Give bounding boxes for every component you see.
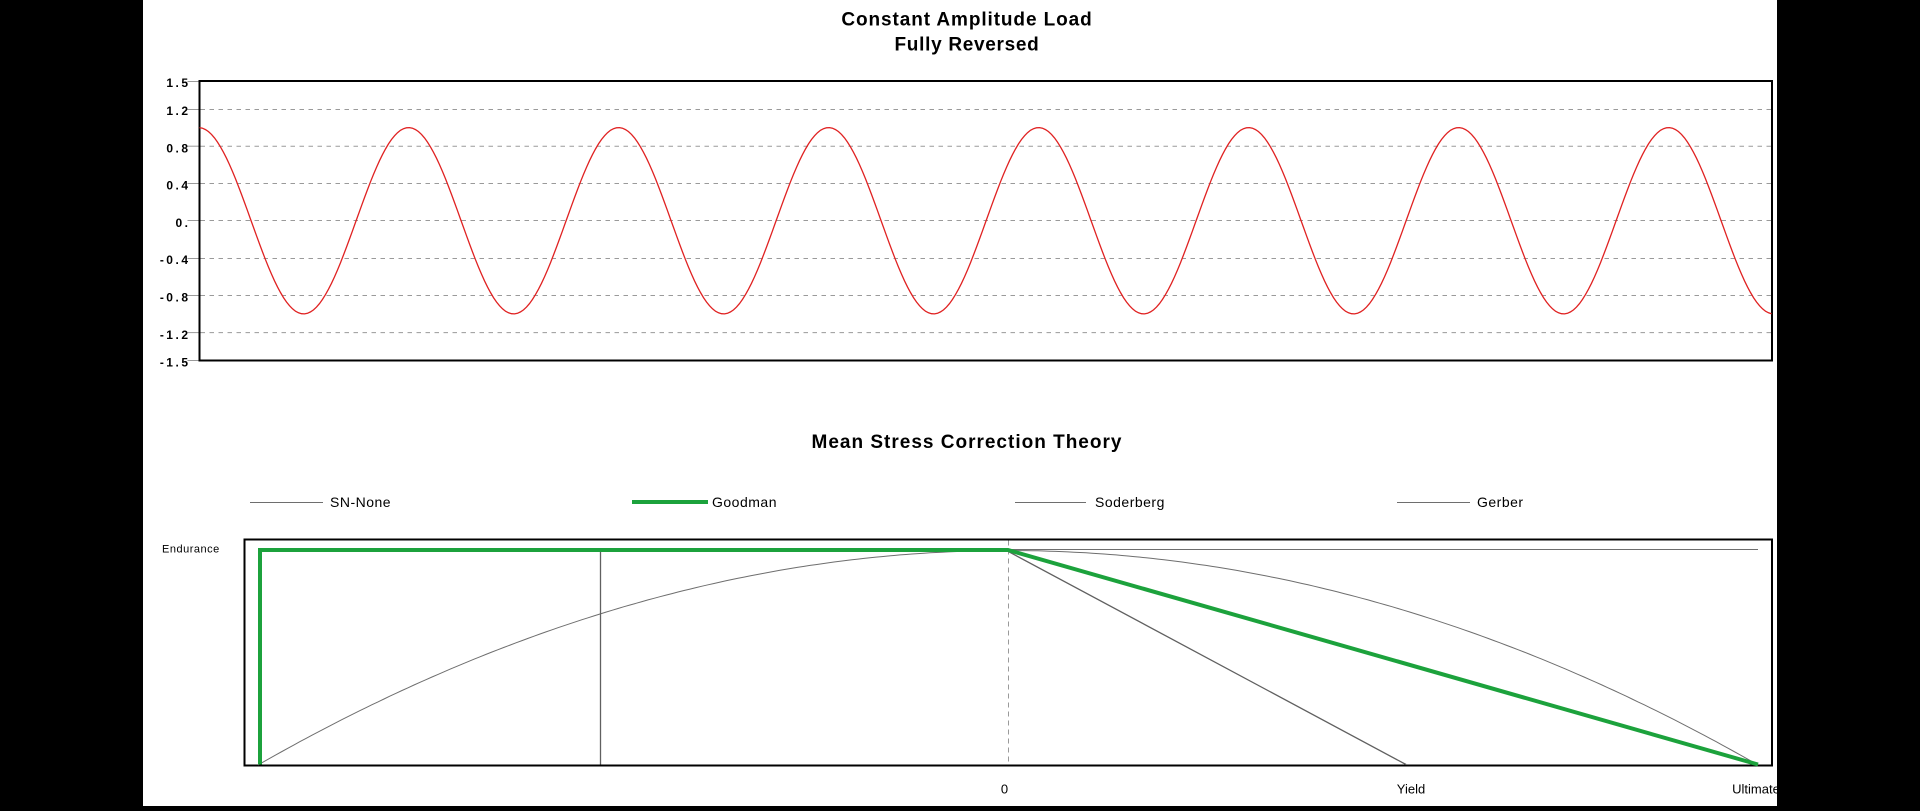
svg-text:1.5: 1.5 xyxy=(166,76,190,90)
svg-text:Goodman: Goodman xyxy=(712,494,777,510)
svg-text:-1.2: -1.2 xyxy=(160,328,191,342)
svg-text:Endurance: Endurance xyxy=(162,544,220,556)
svg-text:Mean Stress Correction Theory: Mean Stress Correction Theory xyxy=(812,432,1123,453)
svg-text:Ultimate: Ultimate xyxy=(1732,782,1777,797)
svg-text:-1.5: -1.5 xyxy=(160,356,191,370)
svg-text:0: 0 xyxy=(1001,782,1008,797)
svg-text:Yield: Yield xyxy=(1397,782,1425,797)
svg-text:-0.8: -0.8 xyxy=(160,291,191,305)
svg-text:-0.4: -0.4 xyxy=(160,253,191,267)
svg-text:0.8: 0.8 xyxy=(166,141,190,155)
svg-text:0.: 0. xyxy=(175,216,190,230)
svg-text:Gerber: Gerber xyxy=(1477,494,1524,510)
svg-text:Constant Amplitude Load: Constant Amplitude Load xyxy=(841,10,1092,31)
svg-text:Fully Reversed: Fully Reversed xyxy=(895,35,1040,56)
svg-text:0.4: 0.4 xyxy=(166,179,190,193)
svg-text:SN-None: SN-None xyxy=(330,494,391,510)
svg-text:Soderberg: Soderberg xyxy=(1095,494,1165,510)
svg-text:1.2: 1.2 xyxy=(166,104,190,118)
